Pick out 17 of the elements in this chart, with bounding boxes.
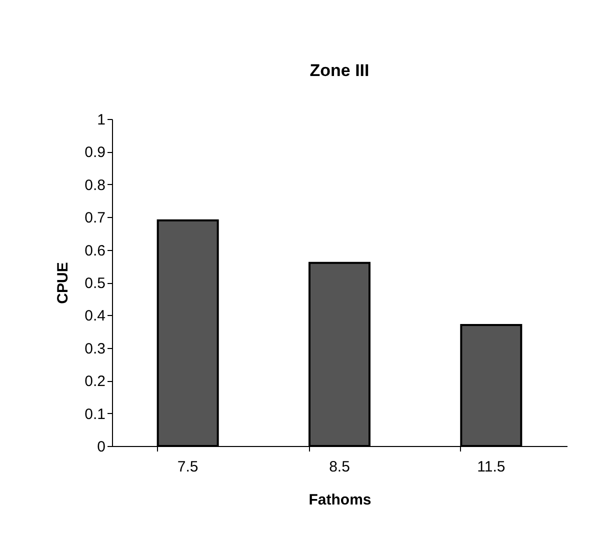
x-tick-label: 7.5 bbox=[177, 458, 198, 476]
y-tick-label: 0.1 bbox=[84, 406, 106, 423]
y-axis-title: CPUE bbox=[54, 262, 72, 304]
x-tick-label: 8.5 bbox=[329, 458, 350, 476]
y-tick-label: 0.2 bbox=[84, 373, 106, 390]
y-tick-label: 0.4 bbox=[84, 308, 106, 325]
y-tick-label: 0.6 bbox=[84, 242, 106, 260]
y-tick-label: 1 bbox=[97, 112, 106, 128]
y-tick-label: 0.8 bbox=[84, 176, 106, 194]
x-axis-title: Fathoms bbox=[308, 492, 372, 508]
y-tick-label: 0 bbox=[97, 438, 106, 456]
y-tick-label: 0.7 bbox=[84, 210, 106, 227]
x-tick-label: 11.5 bbox=[477, 458, 506, 476]
chart-title: Zone III bbox=[310, 61, 370, 80]
y-tick-label: 0.3 bbox=[84, 340, 106, 358]
y-tick-label: 0.9 bbox=[84, 144, 106, 162]
y-tick-label: 0.5 bbox=[84, 275, 106, 292]
